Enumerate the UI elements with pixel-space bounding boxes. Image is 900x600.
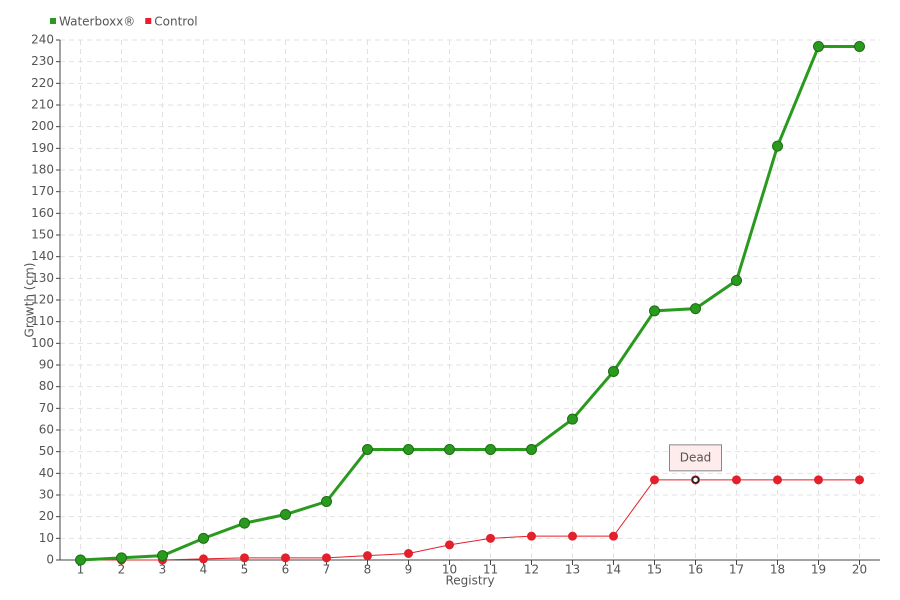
data-point: [732, 475, 741, 485]
y-tick-label: 180: [31, 163, 54, 177]
data-point: [198, 532, 209, 544]
data-point: [403, 444, 414, 455]
y-tick-label: 220: [31, 76, 54, 90]
y-tick-label: 0: [46, 553, 54, 567]
x-tick-label: 2: [118, 563, 126, 577]
data-point: [609, 531, 618, 541]
x-tick-label: 16: [688, 563, 703, 577]
y-tick-label: 190: [31, 141, 54, 155]
series-line: [80, 45, 860, 562]
data-point: [363, 551, 372, 561]
data-point: [445, 540, 454, 550]
data-point: [731, 275, 742, 286]
x-tick-label: 17: [729, 563, 744, 577]
data-point: [322, 553, 331, 563]
x-tick-label: 9: [405, 563, 413, 577]
x-tick-label: 1: [77, 563, 85, 577]
y-tick-label: 30: [39, 488, 54, 502]
data-point: [444, 444, 455, 455]
legend-swatch: [50, 18, 56, 24]
x-tick-label: 15: [647, 563, 662, 577]
data-point: [690, 303, 701, 315]
data-point: [772, 140, 783, 152]
x-axis-label: Registry: [445, 574, 494, 588]
data-point: [116, 552, 127, 564]
data-point: [649, 305, 660, 317]
y-tick-label: 90: [39, 358, 54, 372]
y-axis-label: Growth (cm): [23, 263, 37, 338]
data-point: [568, 531, 577, 541]
data-point: [813, 41, 824, 52]
data-point: [814, 475, 823, 485]
y-tick-label: 140: [31, 249, 54, 263]
x-tick-label: 4: [200, 563, 208, 577]
data-point: [567, 413, 578, 425]
y-tick-label: 210: [31, 98, 54, 112]
y-tick-label: 170: [31, 184, 54, 198]
x-tick-label: 5: [241, 563, 249, 577]
y-tick-label: 80: [39, 379, 54, 393]
y-tick-label: 150: [31, 228, 54, 242]
data-point: [362, 444, 373, 455]
legend-swatch: [145, 18, 152, 24]
x-tick-label: 18: [770, 563, 785, 577]
x-tick-label: 3: [159, 563, 167, 577]
series-line: [80, 479, 860, 561]
x-tick-label: 20: [852, 563, 867, 577]
data-point: [240, 553, 249, 563]
data-point: [526, 444, 537, 455]
x-tick-label: 12: [524, 563, 539, 577]
y-tick-label: 130: [31, 271, 54, 285]
y-tick-label: 60: [39, 423, 54, 437]
data-point: [855, 475, 864, 485]
x-tick-label: 11: [483, 563, 498, 577]
data-point: [486, 533, 495, 543]
y-tick-label: 240: [31, 33, 54, 47]
annotation-text: Dead: [680, 450, 712, 464]
annotation-point: [691, 476, 700, 484]
legend-label: Control: [154, 15, 197, 29]
annotation-box: [669, 444, 722, 472]
y-tick-label: 100: [31, 336, 54, 350]
data-point: [239, 517, 250, 529]
x-tick-label: 7: [323, 563, 331, 577]
data-point: [773, 475, 782, 485]
x-tick-label: 8: [364, 563, 372, 577]
x-tick-label: 14: [606, 563, 621, 577]
y-tick-label: 160: [31, 206, 54, 220]
data-point: [854, 41, 865, 52]
data-point: [75, 554, 86, 566]
data-point: [404, 549, 413, 558]
x-tick-label: 10: [442, 563, 457, 577]
x-tick-label: 19: [811, 563, 826, 577]
x-tick-label: 13: [565, 563, 580, 577]
data-point: [157, 550, 168, 562]
y-tick-label: 110: [31, 314, 54, 328]
x-tick-label: 6: [282, 563, 290, 577]
data-point: [527, 531, 536, 541]
y-tick-label: 40: [39, 466, 54, 480]
data-point: [280, 509, 291, 520]
y-tick-label: 120: [31, 293, 54, 307]
data-point: [608, 366, 619, 377]
legend-label: Waterboxx®: [59, 15, 135, 29]
y-tick-label: 50: [39, 444, 54, 458]
data-point: [281, 553, 290, 563]
y-tick-label: 200: [31, 119, 54, 133]
y-tick-label: 10: [39, 531, 54, 545]
y-tick-label: 70: [39, 401, 54, 415]
data-point: [199, 554, 208, 564]
data-point: [321, 496, 332, 507]
y-tick-label: 230: [31, 54, 54, 68]
data-point: [485, 444, 496, 455]
y-tick-label: 20: [39, 509, 54, 523]
data-point: [650, 475, 659, 485]
